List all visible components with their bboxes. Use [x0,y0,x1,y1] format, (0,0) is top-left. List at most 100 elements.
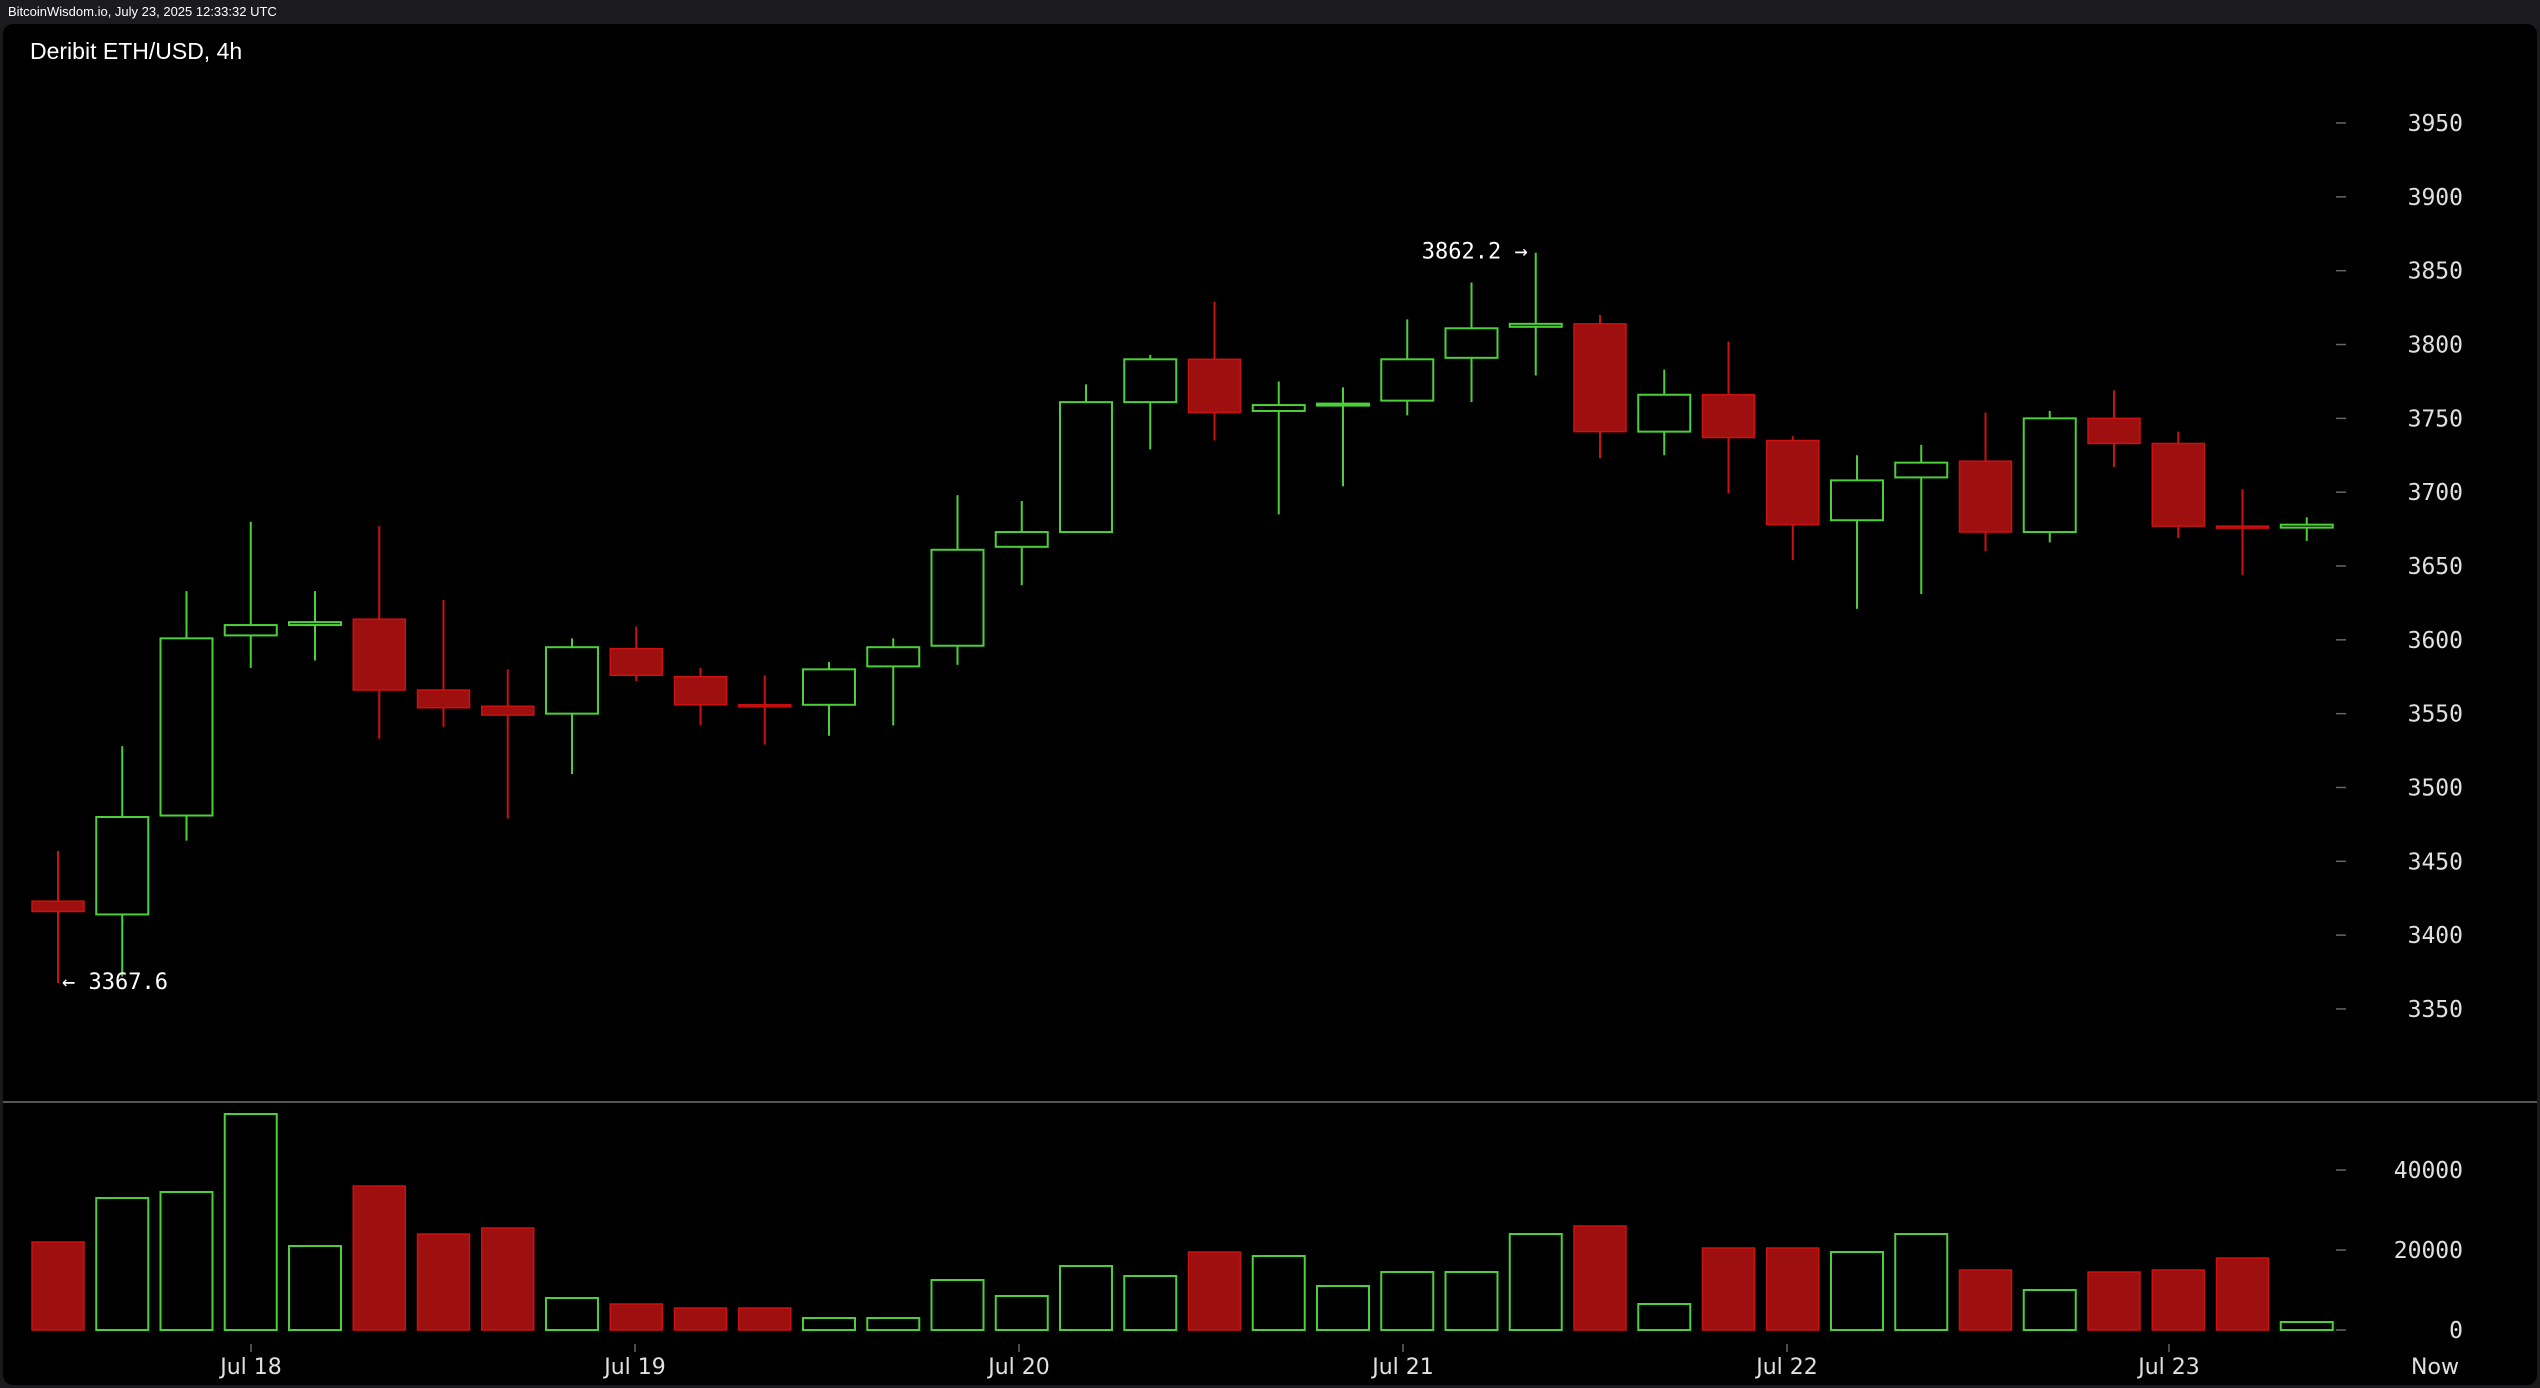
high-annotation: 3862.2 → [1422,240,1528,265]
candle-body [95,816,150,916]
date-axis: Jul 18 Jul 19 Jul 20 Jul 21 Jul 22 Jul 23 Now [218,1344,2459,1380]
candle-body [930,548,985,647]
candle-body [2022,417,2077,534]
candle-body [159,637,214,817]
candle [1701,341,1756,494]
price-tick-label: 3600 [2408,628,2463,654]
candle [738,675,792,745]
candle-body [416,689,471,709]
candle [994,501,1049,586]
candle-body [1251,404,1306,412]
candle-body [1316,402,1370,407]
candle-body [1444,327,1499,359]
candle-body [223,624,278,637]
candle [288,591,342,661]
volume-bar [223,1113,278,1331]
candle-body [2215,525,2270,529]
price-tick-label: 3650 [2408,554,2463,580]
price-tick-label: 3550 [2408,702,2463,728]
candle-body [1508,322,1563,328]
candle [2087,390,2141,468]
candle [352,526,406,739]
candle-body [1187,358,1242,414]
candles [31,252,2334,983]
volume-bar [1187,1251,1242,1331]
price-tick-label: 3950 [2408,111,2463,137]
volume-bar [2087,1271,2141,1331]
volume-bar [609,1303,663,1331]
volume-bar [1637,1303,1692,1331]
price-tick-label: 3400 [2408,923,2463,949]
volume-bar [2279,1321,2334,1331]
price-axis: 3350 3400 3450 3500 3550 3600 3650 3700 3750 3800… [2336,111,2463,1023]
price-tick-label: 3500 [2408,775,2463,801]
candle-body [481,705,535,716]
volume-tick-label: 20000 [2394,1238,2463,1264]
candle-body [1123,358,1178,404]
volume-tick-label: 0 [2449,1318,2463,1344]
volume-bar [1701,1247,1756,1331]
price-tick-label: 3350 [2408,997,2463,1023]
volume-bar [1894,1233,1949,1331]
candle [1187,301,1242,441]
candle [1123,354,1178,450]
candle-body [1701,393,1756,439]
candle-body [352,618,406,691]
volume-bar [673,1307,728,1331]
volume-bar [1316,1285,1370,1331]
candle [609,626,663,682]
volume-bars [31,1113,2334,1331]
annotations: 3862.2 → ← 3367.6 [62,240,1528,995]
candle-body [1766,439,1820,526]
price-tick-label: 3900 [2408,185,2463,211]
candle [1316,387,1370,487]
volume-bar [1958,1269,2013,1331]
volume-bar [352,1185,406,1331]
volume-bar [2022,1289,2077,1331]
candle-body [2087,417,2141,445]
candle-body [1380,358,1435,402]
candle-body [738,704,792,708]
candle [1059,384,1113,534]
volume-axis: 0 20000 40000 [2336,1158,2463,1344]
candle [481,669,535,819]
candle [673,667,728,726]
candle [1637,369,1692,456]
candle-body [31,900,85,913]
candle [2022,410,2077,543]
volume-bar [159,1191,214,1331]
price-tick-label: 3450 [2408,849,2463,875]
volume-bar [1380,1271,1435,1331]
candle [416,599,471,727]
candle [2279,517,2334,541]
candle-body [802,668,856,706]
date-tick-label: Jul 19 [602,1355,666,1380]
candle [802,661,856,736]
candle [930,495,985,665]
watermark-bar: BitcoinWisdom.io, July 23, 2025 12:33:32… [0,0,2540,24]
candle-body [288,621,342,627]
candle-body [609,647,663,677]
chart-panel[interactable]: Deribit ETH/USD, 4h 3350 3400 3450 3500 3550… [3,24,2537,1385]
volume-bar [2151,1269,2205,1331]
candle [1508,252,1563,376]
price-chart[interactable]: 3350 3400 3450 3500 3550 3600 3650 3700 3750 3800… [3,24,2537,1385]
candle [2151,431,2205,538]
candle-body [1958,460,2013,533]
watermark-text: BitcoinWisdom.io, July 23, 2025 12:33:32… [8,4,277,19]
candle [95,746,150,977]
volume-bar [930,1279,985,1331]
volume-bar [1573,1225,1627,1331]
candle-body [1830,479,1884,522]
candle-body [1637,393,1692,433]
date-tick-label: Jul 22 [1754,1355,1818,1380]
date-tick-label: Jul 20 [986,1355,1050,1380]
volume-bar [95,1197,150,1331]
candle-body [1059,401,1113,534]
date-tick-label: Now [2411,1355,2459,1380]
volume-bar [1251,1255,1306,1331]
candle [1830,455,1884,609]
candle [1573,315,1627,459]
volume-bar [416,1233,471,1331]
date-tick-label: Jul 18 [218,1355,282,1380]
